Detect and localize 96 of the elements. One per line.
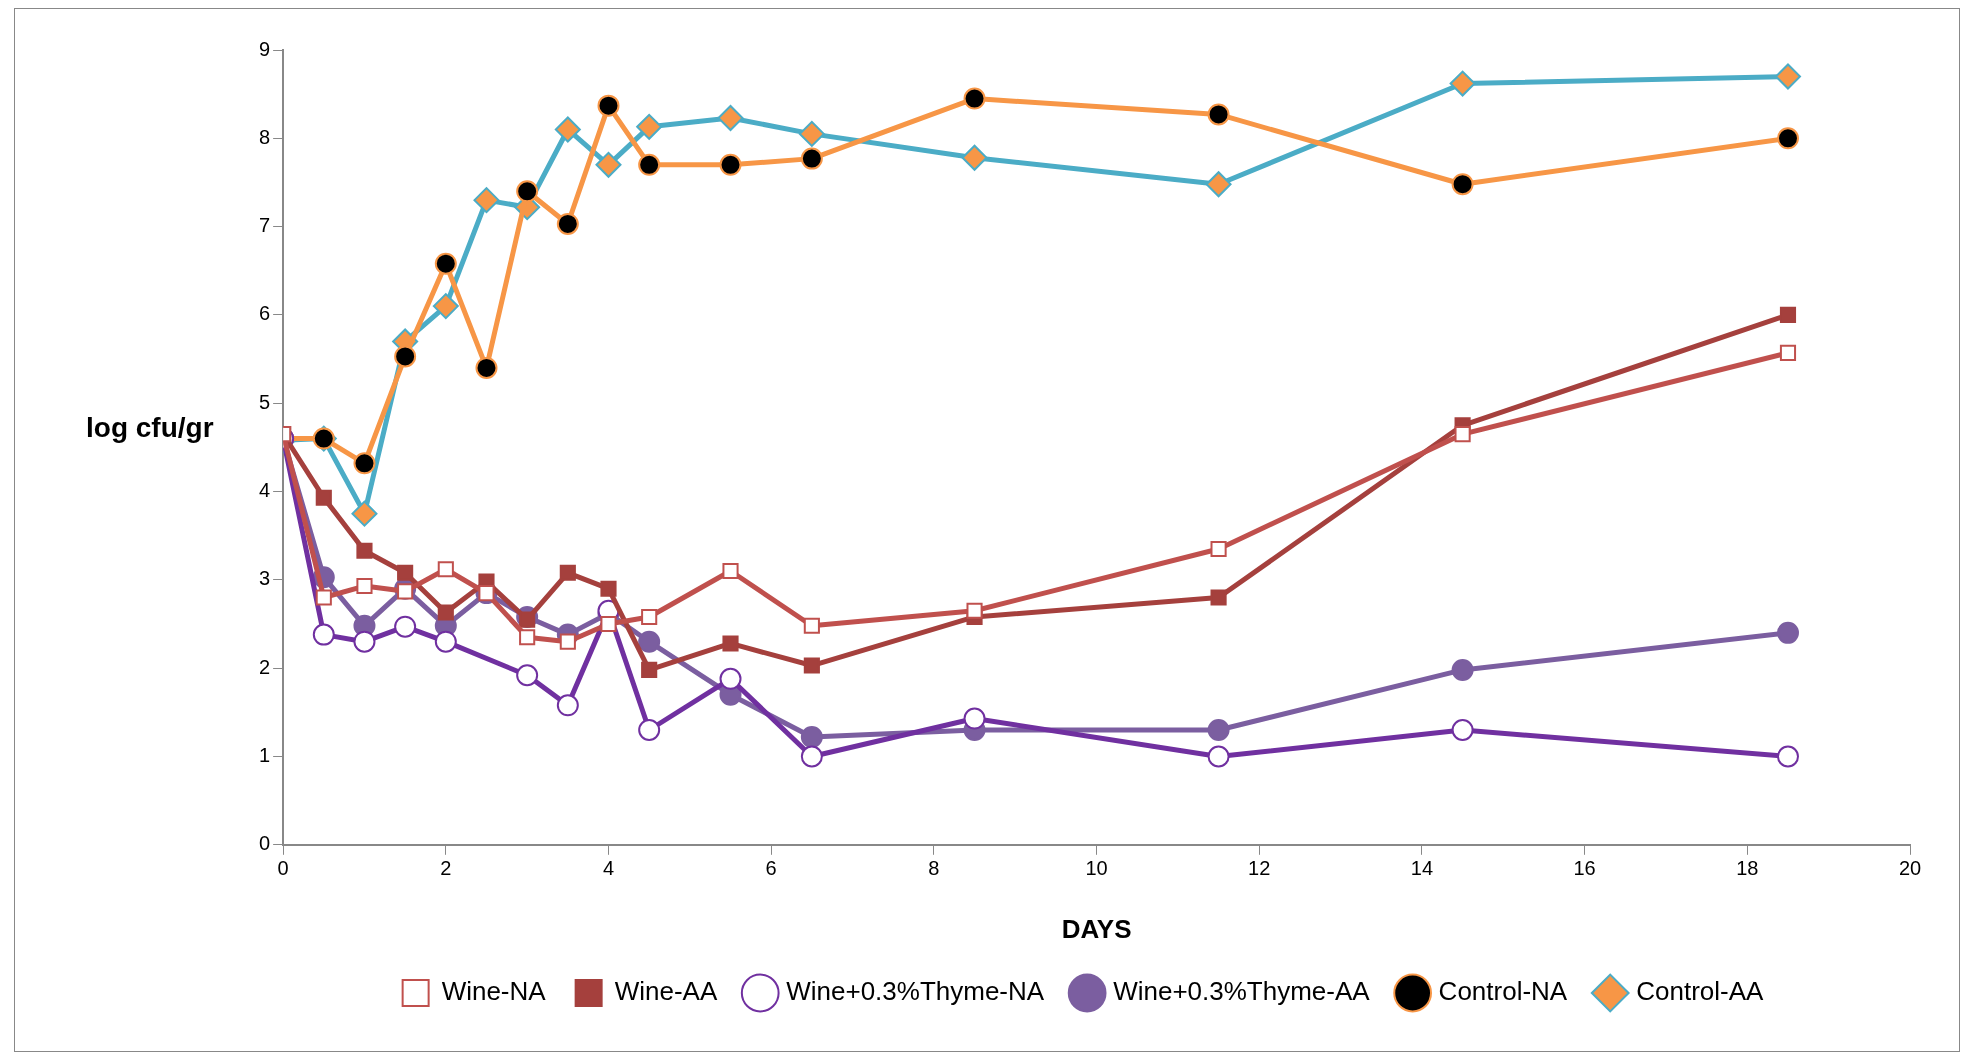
point [315, 589, 332, 606]
point [638, 630, 661, 653]
x-tick-label: 18 [1736, 857, 1759, 880]
point [1779, 344, 1797, 361]
point [600, 580, 617, 597]
y-tick-label: 8 [259, 125, 271, 148]
point [1207, 103, 1230, 126]
point [963, 707, 986, 730]
y-tick-label: 1 [259, 744, 271, 766]
point [966, 602, 983, 619]
point [1449, 70, 1476, 97]
point [722, 635, 739, 652]
point [312, 623, 335, 646]
x-tick-label: 4 [602, 857, 615, 880]
point [800, 726, 823, 749]
point [473, 187, 500, 214]
point [803, 617, 820, 634]
point [559, 564, 576, 581]
point [556, 212, 579, 235]
x-axis-title: DAYS [1061, 913, 1132, 944]
point [432, 293, 459, 320]
point [961, 144, 988, 171]
y-tick-label: 7 [259, 214, 271, 237]
point [1776, 621, 1799, 644]
point [1776, 745, 1799, 768]
point [1207, 745, 1230, 768]
point [798, 120, 825, 147]
point [475, 356, 498, 379]
y-tick-label: 9 [259, 37, 271, 60]
point [800, 147, 823, 170]
point [1210, 540, 1227, 558]
y-tick-label: 5 [259, 390, 271, 413]
point [516, 180, 539, 203]
point [1205, 171, 1232, 198]
point [963, 87, 986, 110]
point [717, 105, 744, 131]
point [1774, 63, 1801, 90]
x-tick-label: 2 [440, 857, 452, 880]
y-tick-label: 0 [259, 832, 271, 855]
legend-label: Wine+0.3%Thyme-NA [786, 976, 1045, 1007]
point [437, 604, 454, 621]
legend-label: Wine-AA [614, 976, 718, 1007]
point [353, 630, 376, 653]
y-tick-label: 6 [259, 302, 271, 325]
point [595, 151, 622, 178]
point [356, 577, 373, 595]
point [641, 661, 658, 679]
x-tick-label: 0 [277, 857, 289, 880]
legend-label: Control-AA [1636, 976, 1765, 1007]
point [1451, 658, 1474, 681]
point [1451, 719, 1474, 741]
x-tick-label: 10 [1085, 857, 1108, 880]
point [434, 630, 457, 653]
x-tick-label: 14 [1410, 857, 1434, 880]
point [519, 629, 536, 646]
x-tick-label: 20 [1898, 857, 1922, 880]
point [394, 615, 417, 638]
point [1776, 127, 1799, 150]
point [719, 153, 742, 176]
point [600, 615, 617, 633]
point [437, 561, 454, 578]
y-tick-label: 4 [259, 479, 271, 502]
y-axis-title: log cfu/gr [86, 412, 214, 444]
point [434, 252, 457, 275]
point [636, 113, 663, 140]
x-tick-label: 8 [928, 857, 940, 880]
point [1451, 173, 1474, 196]
point [1210, 589, 1227, 606]
point [351, 500, 378, 527]
point [641, 608, 658, 626]
point [722, 562, 739, 580]
point [638, 153, 661, 176]
point [1207, 719, 1230, 741]
point [800, 745, 823, 768]
y-tick-label: 3 [259, 567, 271, 590]
point [516, 664, 539, 687]
point [719, 667, 742, 690]
x-tick-label: 6 [765, 857, 777, 880]
point [1454, 426, 1471, 443]
legend-label: Wine+0.3%Thyme-AA [1113, 976, 1371, 1007]
point [554, 116, 581, 143]
legend-label: Control-NA [1438, 976, 1568, 1007]
point [1779, 306, 1797, 323]
point [803, 657, 820, 674]
x-tick-label: 12 [1248, 857, 1271, 880]
point [397, 564, 414, 581]
x-tick-label: 16 [1573, 857, 1596, 880]
point [394, 345, 417, 368]
point [638, 719, 661, 741]
y-tick-label: 2 [259, 655, 271, 678]
point [356, 542, 373, 559]
legend-label: Wine-NA [441, 976, 547, 1007]
point [353, 452, 376, 475]
point [556, 694, 579, 717]
point [315, 489, 332, 506]
point [597, 94, 620, 117]
